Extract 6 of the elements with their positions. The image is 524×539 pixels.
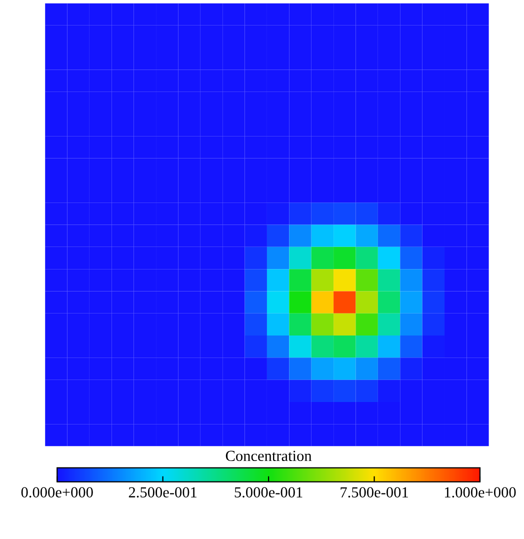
color-bar-label: 0.000e+000 <box>21 487 93 498</box>
color-bar-label: 1.000e+000 <box>444 487 516 498</box>
color-bar-title: Concentration <box>226 450 312 462</box>
color-bar-label: 5.000e-001 <box>234 487 302 498</box>
color-bar-label: 7.500e-001 <box>340 487 408 498</box>
color-bar-label: 2.500e-001 <box>128 487 196 498</box>
